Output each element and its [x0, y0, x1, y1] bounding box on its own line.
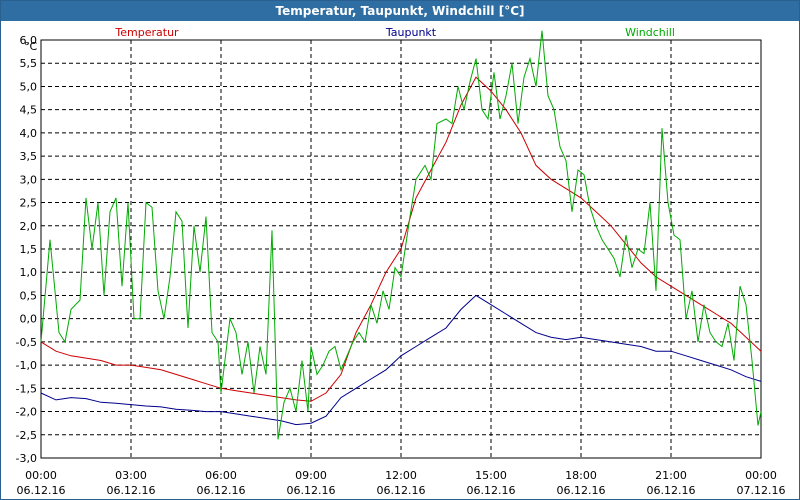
x-tick-time: 00:00: [25, 469, 57, 482]
y-tick-label: -1,0: [16, 359, 37, 372]
y-tick-label: 4,0: [20, 127, 38, 140]
y-tick-label: 1,0: [20, 266, 38, 279]
x-tick-time: 03:00: [115, 469, 147, 482]
x-tick-time: 15:00: [475, 469, 507, 482]
x-tick-time: 12:00: [385, 469, 417, 482]
legend-windchill: Windchill: [625, 26, 675, 39]
x-tick-time: 00:00: [745, 469, 777, 482]
y-axis-unit: °C: [24, 40, 38, 53]
x-tick-date: 06.12.16: [557, 484, 606, 497]
x-tick-date: 06.12.16: [377, 484, 426, 497]
x-tick-date: 07.12.16: [737, 484, 786, 497]
x-tick-time: 06:00: [205, 469, 237, 482]
plot-frame: [40, 39, 762, 459]
x-tick-time: 09:00: [295, 469, 327, 482]
y-tick-label: 2,0: [20, 220, 38, 233]
window-title: Temperatur, Taupunkt, Windchill [°C]: [1, 1, 799, 21]
series-line-temperatur: [40, 76, 762, 402]
series-line-taupunkt: [40, 294, 762, 426]
x-axis-ticks: 00:00 06.12.16 03:00 06.12.16 06:00 06.12.16 0…: [17, 469, 786, 497]
legend: Temperatur Taupunkt Windchill: [114, 26, 675, 39]
y-tick-label: 3,5: [20, 150, 38, 163]
y-tick-label: 1,5: [20, 243, 38, 256]
x-tick-date: 06.12.16: [107, 484, 156, 497]
y-tick-label: 0,5: [20, 289, 38, 302]
y-tick-label: -2,0: [16, 406, 37, 419]
x-tick-date: 06.12.16: [287, 484, 336, 497]
legend-temperatur: Temperatur: [114, 26, 179, 39]
y-tick-label: -1,5: [16, 382, 37, 395]
y-tick-label: 0,0: [20, 313, 38, 326]
y-tick-label: 2,5: [20, 197, 38, 210]
y-tick-label: 6,0: [20, 34, 38, 47]
y-tick-label: -0,5: [16, 336, 37, 349]
x-tick-date: 06.12.16: [467, 484, 516, 497]
x-tick-time: 21:00: [655, 469, 687, 482]
x-tick-time: 18:00: [565, 469, 597, 482]
x-tick-date: 06.12.16: [197, 484, 246, 497]
y-tick-label: 3,0: [20, 173, 38, 186]
x-tick-date: 06.12.16: [647, 484, 696, 497]
legend-taupunkt: Taupunkt: [385, 26, 437, 39]
y-tick-label: 5,5: [20, 57, 38, 70]
series-line-windchill: [40, 30, 762, 440]
x-tick-date: 06.12.16: [17, 484, 66, 497]
series-lines: [40, 30, 762, 440]
y-tick-label: 5,0: [20, 80, 38, 93]
y-tick-label: -3,0: [16, 452, 37, 465]
y-axis-ticks: -3,0 -2,5 -2,0 -1,5 -1,0 -0,5 0,0 0,5 1,0 1,5 2,0 2…: [16, 34, 37, 465]
y-tick-label: 4,5: [20, 104, 38, 117]
y-tick-label: -2,5: [16, 429, 37, 442]
